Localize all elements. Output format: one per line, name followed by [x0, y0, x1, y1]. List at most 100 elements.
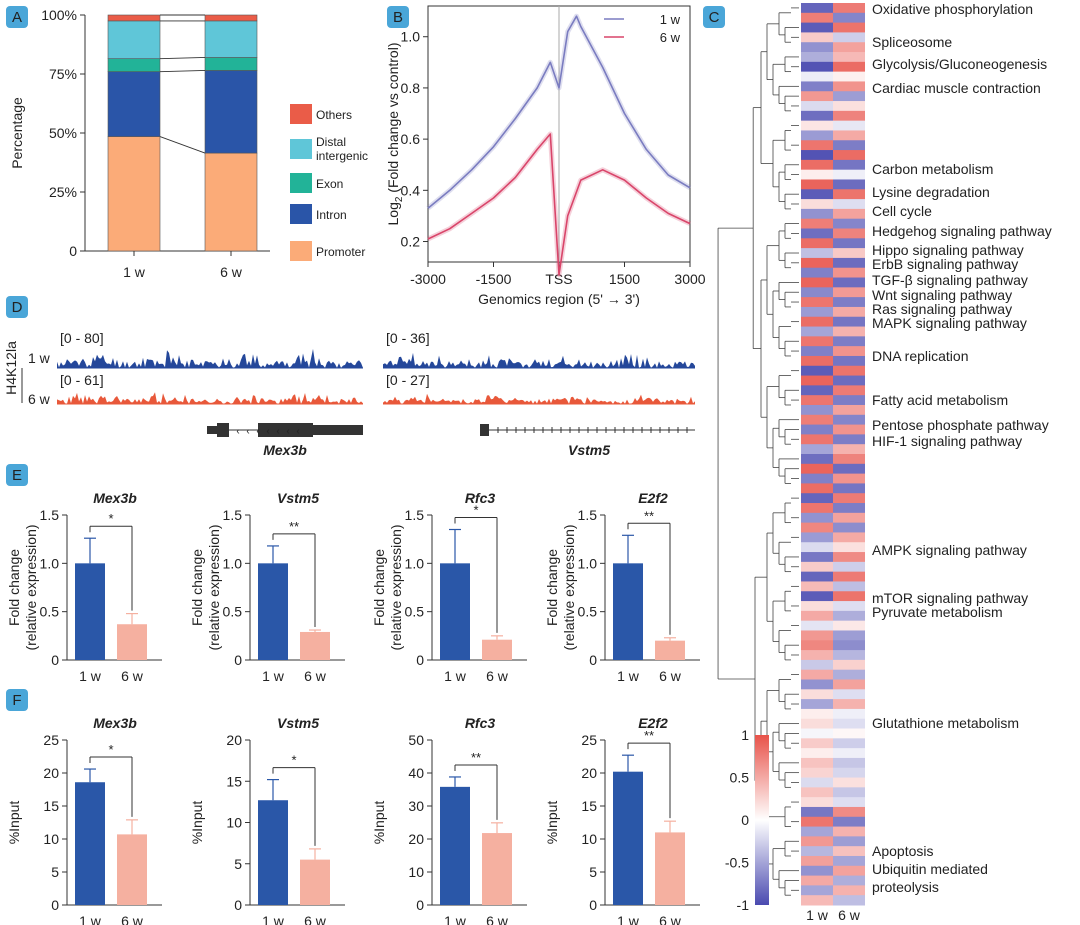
x-tick-label: 1 w — [79, 913, 102, 925]
heat-cell — [801, 326, 833, 337]
bar — [300, 631, 330, 660]
x-tick-label: 1 w — [79, 668, 102, 684]
x-tick-label: 6 w — [121, 913, 144, 925]
strand-arrow: ‹ — [286, 426, 289, 437]
heat-cell — [801, 748, 833, 759]
heat-cell — [833, 895, 865, 906]
y-tick-label: 1.5 — [223, 507, 243, 523]
heat-cell — [833, 424, 865, 435]
pathway-label: ErbB signaling pathway — [872, 256, 1018, 272]
y-tick-label: 40 — [408, 765, 424, 781]
heat-cell — [833, 571, 865, 582]
heat-cell — [833, 708, 865, 720]
heat-cell — [833, 434, 865, 445]
y-tick-label: 0 — [589, 652, 597, 668]
heat-cell — [833, 32, 865, 43]
heat-cell — [833, 91, 865, 102]
y-tick-label: 20 — [581, 765, 597, 781]
heat-cell — [801, 110, 833, 122]
gene-utr — [207, 426, 217, 434]
panel-badge-bg — [703, 6, 725, 28]
pathway-label: HIF-1 signaling pathway — [872, 433, 1022, 449]
y-tick-label: 15 — [226, 773, 242, 789]
y-axis-label: Fold change — [544, 549, 560, 626]
x-tick-label: 6 w — [304, 668, 327, 684]
heat-cell — [801, 532, 833, 543]
heat-cell — [801, 836, 833, 847]
panel-badge-bg — [6, 6, 28, 28]
heat-cell — [833, 542, 865, 553]
heat-cell — [801, 591, 833, 602]
bar-segment-exon — [107, 58, 161, 72]
x-tick-label: 1 w — [444, 913, 467, 925]
heat-cell — [801, 865, 833, 877]
pathway-label: Hippo signaling pathway — [872, 242, 1024, 258]
y-tick-label: 0 — [51, 652, 59, 668]
pathway-label: DNA replication — [872, 348, 969, 364]
heat-cell — [833, 865, 865, 877]
heat-cell — [833, 208, 865, 220]
heat-cell — [833, 140, 865, 151]
heat-cell — [833, 689, 865, 700]
gene-exon — [258, 423, 313, 437]
signal-track-vstm5-1w — [383, 352, 695, 368]
heat-cell — [833, 885, 865, 896]
y-tick-label: 0.6 — [401, 131, 421, 147]
strand-arrow: ‹ — [266, 426, 269, 437]
heat-cell — [833, 81, 865, 92]
strand-arrow: ‹ — [276, 426, 279, 437]
y-tick-label: 1.0 — [401, 29, 421, 45]
legend-label-line: intergenic — [316, 149, 368, 163]
heat-cell — [833, 552, 865, 563]
y-tick-label: 20 — [43, 765, 59, 781]
heat-cell — [833, 218, 865, 229]
heat-cell — [801, 336, 833, 347]
heat-cell — [801, 699, 833, 710]
heat-cell — [801, 826, 833, 837]
heat-cell — [801, 512, 833, 524]
heat-cell — [801, 806, 833, 818]
significance-marker: ** — [289, 519, 299, 534]
legend-label: Distal intergenic — [316, 135, 368, 163]
heat-cell — [833, 346, 865, 357]
heat-cell — [801, 306, 833, 318]
heat-cell — [801, 248, 833, 259]
gene-exon — [480, 424, 489, 436]
heat-cell — [801, 12, 833, 24]
pathway-label: Glutathione metabolism — [872, 715, 1019, 731]
heat-cell — [801, 463, 833, 475]
heat-cell — [801, 81, 833, 92]
heat-cell — [833, 650, 865, 661]
heat-cell — [801, 444, 833, 455]
heat-cell — [833, 826, 865, 837]
gene-name: Mex3b — [263, 442, 307, 458]
heat-cell — [833, 581, 865, 592]
heat-cell — [801, 640, 833, 651]
range-label: [0 - 80] — [60, 330, 104, 346]
panel-badge-bg — [6, 464, 28, 486]
bar — [117, 624, 147, 660]
heat-cell — [833, 404, 865, 416]
y-axis-label: (relative expression) — [388, 524, 404, 650]
y-axis-label: %Input — [544, 801, 560, 845]
heat-cell — [833, 493, 865, 504]
heat-cell — [801, 571, 833, 582]
strand-arrow: ‹ — [256, 426, 259, 437]
y-tick-label: 5 — [234, 856, 242, 872]
gene-title: Vstm5 — [277, 490, 319, 506]
gene-utr — [313, 425, 363, 435]
gene-title: Rfc3 — [465, 490, 496, 506]
column-label: 6 w — [838, 907, 861, 923]
y-tick-label: 0 — [69, 243, 77, 259]
panel-badge-bg — [6, 689, 28, 711]
x-tick-label: TSS — [545, 271, 572, 287]
heat-cell — [801, 561, 833, 573]
heat-cell — [801, 424, 833, 435]
heat-cell — [833, 640, 865, 651]
y-tick-label: 0 — [234, 652, 242, 668]
series-line-6w — [427, 133, 691, 276]
heat-cell — [801, 208, 833, 220]
y-tick-label: 0.5 — [223, 604, 243, 620]
connector-line — [159, 57, 206, 60]
